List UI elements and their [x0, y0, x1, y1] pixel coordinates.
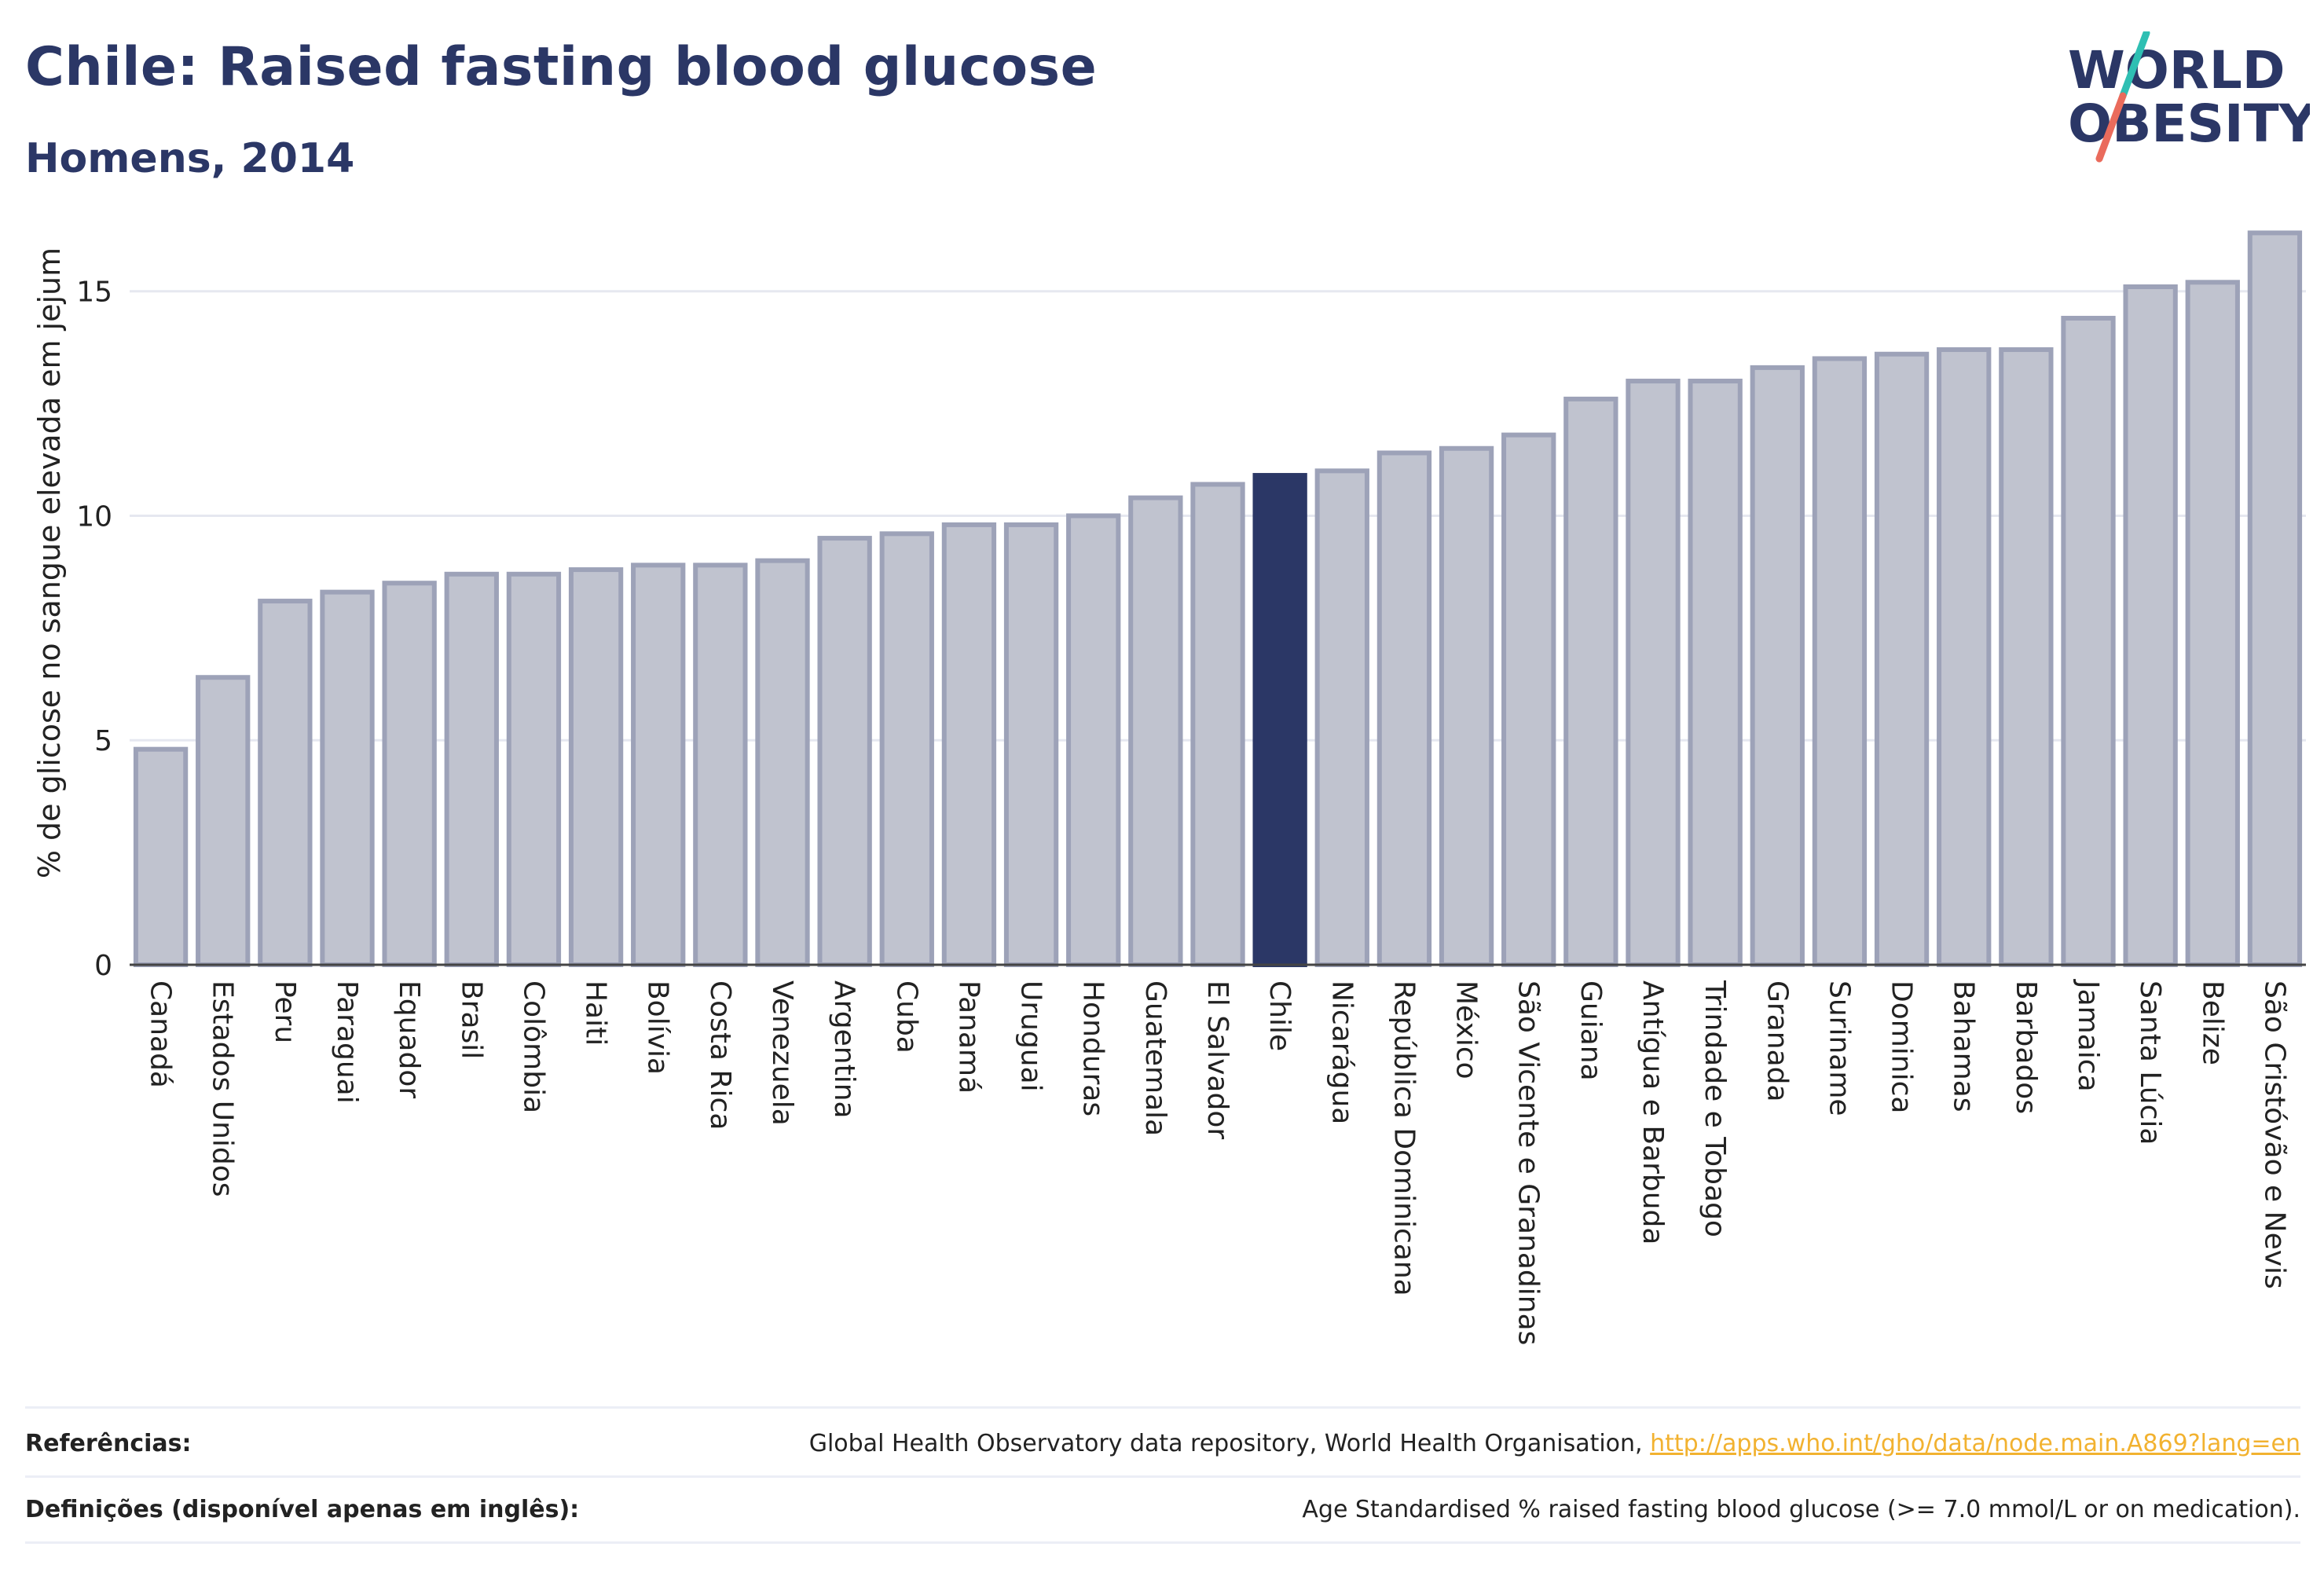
x-tick-label: México — [1450, 980, 1483, 1079]
x-tick-label: Uruguai — [1015, 980, 1047, 1092]
bar-chart: 0 5 10 15 Canadá Estados Unidos Peru Paraguai E… — [32, 230, 2306, 1345]
bar — [693, 563, 748, 967]
x-tick-label: Peru — [269, 980, 301, 1043]
bar — [1937, 347, 1992, 967]
logo-word-world: WORLD — [2068, 40, 2286, 101]
references-link[interactable]: http://apps.who.int/gho/data/node.main.A… — [1650, 1429, 2300, 1457]
x-tick-label: Haiti — [580, 980, 612, 1046]
y-tick-label: 0 — [94, 950, 112, 982]
x-tick-label: Nicarágua — [1325, 980, 1358, 1124]
y-tick-label: 15 — [76, 277, 112, 309]
bar — [1003, 522, 1059, 967]
bar — [382, 581, 437, 967]
logo-slash-coral — [2095, 92, 2127, 163]
bar — [941, 522, 997, 967]
bar — [1128, 495, 1183, 967]
bar — [1376, 450, 1432, 967]
x-tick-label: Granada — [1761, 980, 1793, 1102]
x-tick-label: Barbados — [2010, 980, 2042, 1114]
references-text: Global Health Observatory data repositor… — [808, 1429, 1643, 1457]
bar — [1750, 365, 1805, 968]
definitions-label: Definições (disponível apenas em inglês)… — [25, 1495, 580, 1523]
bar — [1812, 356, 1868, 968]
definitions-text: Age Standardised % raised fasting blood … — [1302, 1495, 2300, 1523]
bar — [320, 589, 375, 967]
y-tick-label: 10 — [76, 500, 112, 533]
bar — [631, 563, 686, 967]
world-obesity-logo: WORLD OBESITY — [2068, 31, 2310, 163]
x-tick-label: Equador — [393, 980, 425, 1098]
footer-divider — [25, 1406, 2300, 1409]
bar — [1563, 396, 1618, 967]
y-tick-labels: 0 5 10 15 — [76, 277, 112, 982]
bar — [1066, 513, 1121, 967]
x-tick-label: Costa Rica — [704, 980, 736, 1130]
x-tick-label: Chile — [1263, 980, 1296, 1051]
x-tick-label: Suriname — [1823, 980, 1855, 1116]
x-tick-label: El Salvador — [1201, 980, 1233, 1139]
bar — [1439, 445, 1494, 967]
references-row: Referências: Global Health Observatory d… — [25, 1411, 2300, 1478]
bar — [568, 567, 624, 967]
bar — [1501, 432, 1556, 967]
x-tick-label: Antígua e Barbuda — [1637, 980, 1669, 1244]
bar — [133, 746, 189, 967]
x-tick-label: Colômbia — [517, 980, 549, 1113]
bar — [879, 531, 934, 967]
x-tick-label: Panamá — [952, 980, 984, 1094]
x-tick-label: Bolívia — [642, 980, 674, 1075]
bar — [196, 675, 251, 967]
x-tick-label: República Dominicana — [1387, 980, 1420, 1296]
bar — [1190, 482, 1245, 967]
x-tick-label: Bahamas — [1948, 980, 1980, 1112]
x-tick-label: Argentina — [828, 980, 860, 1119]
definitions-row: Definições (disponível apenas em inglês)… — [25, 1477, 2300, 1544]
x-tick-label: Brasil — [455, 980, 487, 1059]
bar — [1999, 347, 2054, 967]
bar — [755, 558, 810, 967]
x-tick-label: Trindade e Tobago — [1699, 980, 1731, 1237]
bar — [2061, 316, 2116, 967]
x-tick-label: Belize — [2196, 980, 2228, 1065]
references-label: Referências: — [25, 1429, 192, 1457]
bar — [1874, 351, 1930, 967]
x-tick-label: Canadá — [145, 980, 177, 1088]
x-tick-label: Santa Lúcia — [2134, 980, 2166, 1145]
bar — [506, 571, 562, 967]
y-tick-label: 5 — [94, 725, 112, 757]
bar — [2247, 230, 2303, 967]
x-tick-labels: Canadá Estados Unidos Peru Paraguai Equador B… — [145, 979, 2291, 1345]
y-axis-label: % de glicose no sangue elevada em jejum — [32, 247, 67, 878]
x-tick-label: Cuba — [890, 980, 922, 1054]
bar — [258, 599, 313, 968]
bar — [817, 536, 872, 967]
bars — [133, 230, 2303, 968]
x-tick-label: Guatemala — [1139, 980, 1171, 1136]
x-tick-label: Estados Unidos — [207, 980, 239, 1197]
chart-subtitle: Homens, 2014 — [25, 135, 355, 182]
x-tick-label: Paraguai — [331, 980, 363, 1104]
bar — [444, 571, 499, 967]
bar — [1626, 379, 1681, 968]
x-tick-label: São Cristóvão e Nevis — [2258, 980, 2290, 1289]
references-value: Global Health Observatory data repositor… — [809, 1430, 2300, 1457]
bar — [2123, 284, 2178, 967]
chart-title: Chile: Raised fasting blood glucose — [25, 36, 1098, 98]
bar — [1314, 468, 1369, 967]
bar — [1688, 379, 1743, 968]
x-tick-label: Venezuela — [766, 980, 798, 1126]
logo-slash-teal — [2119, 31, 2150, 100]
x-tick-label: Jamaica — [2072, 979, 2104, 1092]
x-tick-label: Honduras — [1077, 980, 1109, 1116]
bar — [2185, 280, 2240, 967]
x-tick-label: São Vicente e Granadinas — [1512, 980, 1545, 1345]
bar-highlighted — [1252, 473, 1307, 967]
x-tick-label: Dominica — [1886, 980, 1918, 1114]
x-tick-label: Guiana — [1574, 980, 1607, 1081]
